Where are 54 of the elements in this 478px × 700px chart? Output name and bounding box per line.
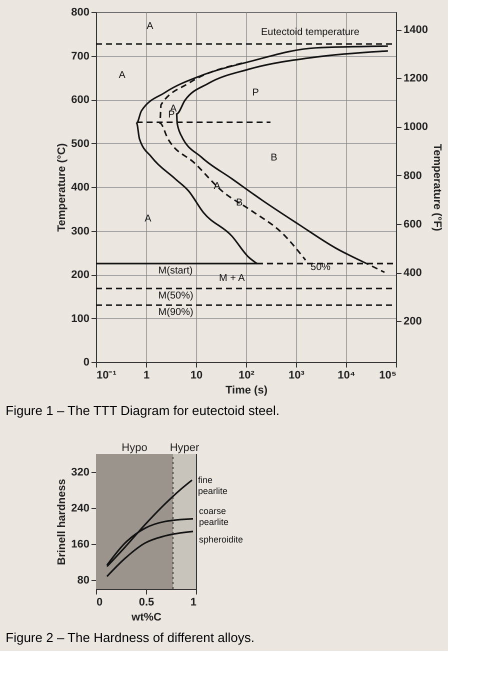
y-tick-label: 600 [71, 94, 90, 106]
y-tick-label: 500 [71, 138, 90, 150]
annotation: A [144, 214, 152, 224]
annotation: A [214, 181, 221, 192]
ref-line-label: Eutectoid temperature [261, 26, 360, 38]
band-label: Hypo [122, 442, 148, 454]
y-tick-label: 300 [71, 225, 90, 238]
text: Figure 2 – The Hardness of different alloys. [6, 630, 254, 645]
x-tick-label: 10³ [288, 370, 305, 382]
annotation: M + A [218, 273, 246, 284]
y2-axis-title: Temperature (°F) [430, 144, 443, 232]
x-tick-label: 0.5 [138, 596, 154, 608]
y-axis-title: Temperature (°C) [56, 142, 68, 232]
x-tick-label: 10² [238, 370, 255, 382]
series-label: coarse pearlite [199, 506, 229, 527]
x-axis-title: Time (s) [226, 384, 268, 396]
y-tick-label: 80 [77, 574, 90, 586]
band-label: Hyper [170, 442, 200, 454]
y-tick-label: 400 [71, 182, 90, 194]
y2-tick-label: 200 [404, 316, 422, 328]
y-tick-label: 160 [71, 538, 90, 550]
annotation: P [168, 109, 176, 120]
x-tick-label: 0 [96, 596, 103, 608]
y-tick-label: 200 [71, 269, 90, 281]
annotation: M(50%) [158, 290, 194, 302]
y2-tick-label: 1200 [404, 72, 428, 85]
series-label: fine pearlite [198, 475, 228, 496]
y-tick-label: 320 [71, 466, 90, 478]
y-tick-label: 240 [71, 502, 90, 514]
x-tick-label: 10 [190, 370, 203, 382]
x-tick-label: 1 [190, 596, 196, 608]
text: Figure 1 – The TTT Diagram for eutectoid steel. [6, 403, 280, 418]
x-tick-label: 10⁴ [338, 370, 356, 382]
y2-tick-label: 1400 [404, 24, 428, 36]
y-axis-title: Brinell hardness [56, 478, 68, 566]
y2-tick-label: 600 [404, 218, 422, 230]
x-tick-label: 1 [143, 370, 150, 382]
y-tick-label: 700 [71, 50, 90, 62]
y2-tick-label: 400 [404, 267, 422, 280]
annotation: A [118, 70, 126, 81]
y-tick-label: 100 [71, 312, 90, 325]
y2-tick-label: 1000 [404, 121, 428, 134]
y-tick-label: 0 [83, 356, 90, 368]
annotation: B [270, 152, 278, 164]
y-tick-label: 800 [71, 6, 90, 18]
series-label: spheroidite [199, 534, 244, 544]
x-axis-title: wt%C [130, 612, 162, 624]
x-tick-label: 10⁵ [379, 370, 396, 382]
annotation: P [252, 88, 260, 98]
x-tick-label: 10⁻¹ [96, 370, 117, 382]
annotation: M(90%) [158, 307, 194, 318]
annotation: A [146, 21, 154, 32]
annotation: M(start) [158, 266, 193, 277]
y2-tick-label: 800 [404, 170, 422, 182]
